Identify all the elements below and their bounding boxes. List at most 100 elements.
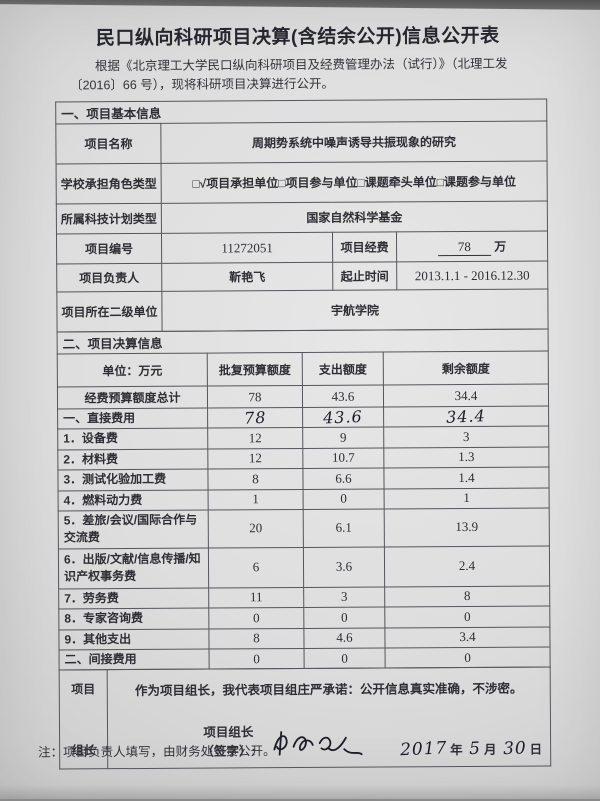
intro-line-1: 根据《北京理工大学民口纵向科研项目及经费管理办法（试行）》（北理工发 [94,56,508,74]
project-name-label: 项目名称 [55,123,162,164]
item-approved: 12 [207,448,303,470]
handwritten-value: 34.4 [445,405,487,427]
item-approved: 0 [208,607,304,629]
signature-line: 项目组长（签字）: [116,720,542,761]
item-remaining: 1.3 [383,446,549,469]
item-label: 6．出版/文献/信息传播/知识产权事务费 [58,547,209,589]
indirect-label: 二、间接费用 [59,648,210,671]
page-title: 民口纵向科研项目决算(含结余公开)信息公开表 [95,25,500,50]
item-label: 3．测试化验加工费 [57,469,209,491]
item-spent: 3.6 [303,546,385,588]
item-approved: 8 [208,627,305,649]
date-day: 30 [502,738,528,760]
unit-value: 宇航学院 [161,288,549,332]
project-no-label: 项目编号 [56,233,162,264]
total-spent: 43.6 [302,384,384,408]
project-no-value: 11272051 [161,232,333,264]
col-header-spent: 支出额度 [302,351,384,386]
plan-type-label: 所属科技计划类型 [56,203,162,234]
intro-line-2: 〔2016〕66 号），现将科研项目决算进行公开。 [70,77,335,93]
table-row: 6．出版/文献/信息传播/知识产权事务费 6 3.6 2.4 [58,545,550,589]
direct-spent-handwritten: 43.6 [302,406,384,428]
item-spent: 4.6 [303,627,386,649]
handwritten-value: 43.6 [322,406,364,428]
item-spent: 0 [303,488,385,510]
col-header-remaining: 剩余额度 [383,350,549,385]
item-approved: 12 [207,427,303,449]
handwritten-signature [269,728,365,766]
footnote: 注：项目负责人填写，由财务处负责公开。 [38,744,276,760]
item-remaining: 3 [383,426,549,448]
item-remaining: 0 [384,606,550,628]
handwritten-value: 78 [243,407,267,428]
indirect-spent: 0 [304,647,386,669]
leader-label: 项目负责人 [56,263,162,292]
budget-amount: 78 [437,238,491,257]
item-label: 5．差旅/会议/国际合作与交流费 [58,510,209,549]
item-spent: 10.7 [302,447,384,469]
item-remaining: 1 [384,487,550,509]
commitment-content: 作为项目组长，我代表项目组庄严承诺：公开信息真实准确，不涉密。 项目组长（签字）… [107,667,551,769]
budget-unit: 万 [494,239,507,254]
date-year: 2017 [399,738,448,761]
item-remaining: 3.4 [384,626,551,648]
role-type-checkboxes: □√项目承担单位□项目参与单位□课题牵头单位□课题参与单位 [161,160,548,204]
total-label: 经费预算额度总计 [57,386,208,409]
item-approved: 20 [208,509,304,548]
item-remaining: 8 [384,585,550,608]
item-label: 2．材料费 [57,448,208,471]
indirect-remaining: 0 [385,646,551,669]
leader-name: 靳艳飞 [161,262,333,292]
col-header-unit: 单位：万元 [57,353,208,387]
item-label: 4．燃料动力费 [58,489,209,511]
table-row: 5．差旅/会议/国际合作与交流费 20 6.1 13.9 [58,507,550,549]
project-name-value: 周期势系统中噪声诱导共振现象的研究 [160,120,548,164]
item-approved: 1 [208,489,304,511]
column-header-row: 单位：万元 批复预算额度 支出额度 剩余额度 [57,350,549,387]
item-label: 8．专家咨询费 [58,608,209,630]
commitment-table: 项目 组长 作为项目组长，我代表项目组庄严承诺：公开信息真实准确，不涉密。 项目… [59,667,552,770]
item-remaining: 13.9 [384,507,550,547]
item-label: 7．劳务费 [58,587,209,610]
unit-label: 项目所在二级单位 [56,291,163,332]
item-spent: 3 [303,586,385,608]
duration-value: 2013.1.1 - 2016.12.30 [396,260,548,290]
date-day-suffix: 日 [529,742,543,757]
commitment-statement: 作为项目组长，我代表项目组庄严承诺：公开信息真实准确，不涉密。 [134,681,523,699]
section2-table: 二、项目决算信息 单位：万元 批复预算额度 支出额度 剩余额度 经费预算额度总计… [57,328,551,671]
direct-label: 一、直接费用 [57,408,208,430]
budget-value-cell: 78 万 [396,230,548,262]
form-table: 一、项目基本信息 项目名称 周期势系统中噪声诱导共振现象的研究 学校承担角色类型… [55,98,552,770]
date-month: 5 [468,739,482,760]
side-label-top: 项目 [71,682,96,697]
col-header-approved: 批复预算额度 [207,352,303,387]
item-remaining: 1.4 [383,467,550,489]
item-spent: 0 [303,607,385,628]
table-row-total: 经费预算额度总计 78 43.6 34.4 [57,383,549,409]
intro-paragraph: 根据《北京理工大学民口纵向科研项目及经费管理办法（试行）》（北理工发 〔2016… [70,55,540,97]
item-spent: 6.1 [303,508,385,548]
item-approved: 11 [208,587,304,609]
item-remaining: 2.4 [384,545,550,587]
total-approved: 78 [207,385,303,409]
duration-label: 起止时间 [332,261,397,291]
item-approved: 6 [208,547,304,588]
direct-remaining-handwritten: 34.4 [383,405,549,428]
item-approved: 8 [207,468,304,490]
budget-label: 项目经费 [332,231,397,263]
item-spent: 6.6 [302,468,385,490]
date-year-suffix: 年 [450,743,463,758]
date-month-suffix: 月 [483,743,497,758]
section1-table: 一、项目基本信息 项目名称 周期势系统中噪声诱导共振现象的研究 学校承担角色类型… [55,98,549,332]
total-remaining: 34.4 [383,383,549,407]
section1-header: 一、项目基本信息 [55,98,547,124]
direct-approved-handwritten: 78 [207,407,303,429]
item-label: 1．设备费 [57,428,208,450]
role-type-label: 学校承担角色类型 [56,163,162,204]
item-spent: 9 [302,427,384,449]
item-label: 9．其他支出 [58,628,210,650]
plan-type-value: 国家自然科学基金 [161,200,548,234]
